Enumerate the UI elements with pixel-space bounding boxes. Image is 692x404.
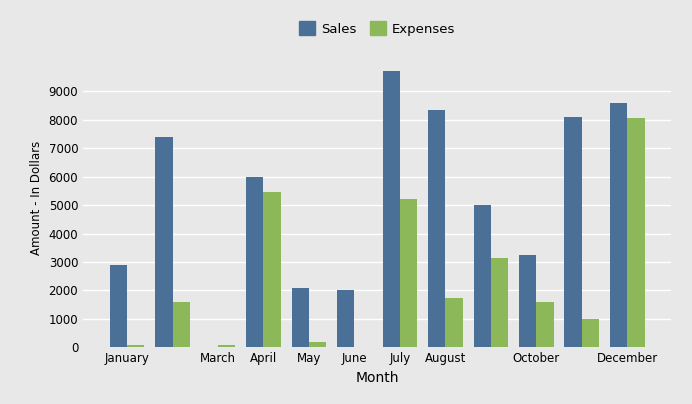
Bar	[565, 117, 582, 347]
Bar	[246, 177, 264, 347]
X-axis label: Month: Month	[356, 371, 399, 385]
Bar	[582, 319, 599, 347]
Bar	[337, 290, 354, 347]
Bar	[291, 288, 309, 347]
Y-axis label: Amount - In Dollars: Amount - In Dollars	[30, 141, 43, 255]
Bar	[383, 71, 400, 347]
Bar	[264, 192, 281, 347]
Bar	[491, 258, 508, 347]
Bar	[155, 137, 172, 347]
Bar	[627, 118, 644, 347]
Bar	[536, 302, 554, 347]
Bar	[172, 302, 190, 347]
Bar	[473, 205, 491, 347]
Bar	[400, 200, 417, 347]
Bar	[610, 103, 627, 347]
Bar	[428, 110, 446, 347]
Bar	[127, 345, 145, 347]
Bar	[519, 255, 536, 347]
Bar	[309, 342, 326, 347]
Bar	[110, 265, 127, 347]
Legend: Sales, Expenses: Sales, Expenses	[293, 16, 461, 41]
Bar	[446, 298, 463, 347]
Bar	[218, 345, 235, 347]
